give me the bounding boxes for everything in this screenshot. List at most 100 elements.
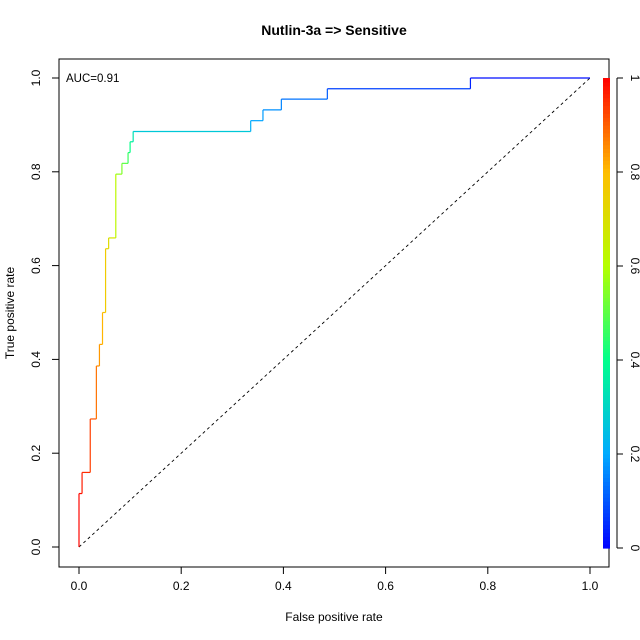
x-tick-label: 0.4 (275, 579, 292, 593)
colorbar-segment (603, 215, 610, 220)
colorbar-segment (603, 461, 610, 467)
colorbar-segment (603, 414, 610, 420)
colorbar-segment (603, 183, 610, 189)
diagonal-reference-layer (78, 77, 591, 548)
colorbar-segment (603, 497, 610, 502)
colorbar-segment (603, 140, 610, 146)
colorbar-segment (603, 371, 610, 377)
colorbar-tick-label: 0 (628, 545, 640, 552)
colorbar (603, 78, 610, 549)
colorbar-segment (603, 465, 610, 471)
colorbar-segment (603, 144, 610, 150)
colorbar-tick-label: 0.2 (628, 446, 640, 463)
colorbar-segment (603, 383, 610, 389)
colorbar-segment (603, 305, 610, 310)
colorbar-segment (603, 356, 610, 361)
colorbar-segment (603, 434, 610, 439)
colorbar-segment (603, 136, 610, 142)
colorbar-segment (603, 156, 610, 161)
colorbar-segment (603, 128, 610, 134)
colorbar-segment (603, 78, 610, 83)
colorbar-segment (603, 152, 610, 157)
colorbar-segment (603, 113, 610, 118)
colorbar-segment (603, 226, 610, 232)
colorbar-segment (603, 168, 610, 173)
colorbar-segment (603, 403, 610, 408)
colorbar-segment (603, 179, 610, 185)
colorbar-segment (603, 250, 610, 255)
colorbar-segment (603, 367, 610, 373)
colorbar-segment (603, 504, 610, 510)
colorbar-segment (603, 203, 610, 208)
y-tick-label: 0.2 (29, 445, 43, 462)
colorbar-segment (603, 262, 610, 267)
colorbar-segment (603, 277, 610, 283)
colorbar-segment (603, 512, 610, 518)
auc-annotation: AUC=0.91 (66, 73, 119, 85)
colorbar-segment (603, 160, 610, 165)
colorbar-segment (603, 540, 610, 545)
colorbar-segment (603, 242, 610, 248)
x-tick-label: 0.8 (479, 579, 496, 593)
colorbar-segment (603, 501, 610, 506)
colorbar-segment (603, 532, 610, 537)
colorbar-segment (603, 254, 610, 259)
colorbar-segment (603, 485, 610, 490)
colorbar-segment (603, 387, 610, 392)
colorbar-segment (603, 544, 610, 549)
colorbar-segment (603, 524, 610, 530)
colorbar-segment (603, 481, 610, 486)
colorbar-segment (603, 316, 610, 322)
colorbar-tick-label: 0.6 (628, 258, 640, 275)
colorbar-segment (603, 320, 610, 326)
colorbar-segment (603, 281, 610, 287)
colorbar-segment (603, 469, 610, 475)
y-tick-label: 0.8 (29, 163, 43, 180)
colorbar-segment (603, 528, 610, 533)
colorbar-segment (603, 422, 610, 428)
colorbar-tick-label: 1 (628, 75, 640, 82)
colorbar-segment (603, 269, 610, 275)
colorbar-segment (603, 207, 610, 212)
colorbar-segment (603, 395, 610, 400)
colorbar-segment (603, 536, 610, 541)
colorbar-segment (603, 508, 610, 514)
colorbar-segment (603, 164, 610, 169)
colorbar-segment (603, 450, 610, 455)
x-axis: 0.0 0.2 0.4 0.6 0.8 1.0 (71, 566, 599, 593)
colorbar-segment (603, 375, 610, 381)
colorbar-segment (603, 313, 610, 318)
colorbar-segment (603, 446, 610, 451)
colorbar-segment (603, 430, 610, 436)
colorbar-segment (603, 410, 610, 416)
colorbar-segment (603, 117, 610, 122)
x-tick-label: 0.6 (377, 579, 394, 593)
y-tick-label: 0.6 (29, 257, 43, 274)
colorbar-tick-label: 0.8 (628, 164, 640, 181)
colorbar-segment (603, 199, 610, 204)
colorbar-segment (603, 360, 610, 365)
colorbar-segment (603, 285, 610, 291)
roc-curve-layer (78, 77, 590, 547)
colorbar-segment (603, 211, 610, 216)
colorbar-segment (603, 132, 610, 138)
colorbar-segment (603, 301, 610, 306)
colorbar-segment (603, 348, 610, 353)
colorbar-segment (603, 222, 610, 228)
colorbar-segment (603, 340, 610, 345)
colorbar-segment (603, 246, 610, 251)
colorbar-segment (603, 324, 610, 330)
colorbar-segment (603, 85, 610, 91)
colorbar-segment (603, 234, 610, 240)
colorbar-segment (603, 379, 610, 385)
colorbar-segment (603, 407, 610, 412)
colorbar-segment (603, 97, 610, 103)
colorbar-segment (603, 457, 610, 463)
colorbar-segment (603, 516, 610, 522)
colorbar-segment (603, 195, 610, 201)
colorbar-segment (603, 477, 610, 483)
colorbar-segment (603, 81, 610, 87)
colorbar-segment (603, 336, 610, 342)
colorbar-segment (603, 489, 610, 494)
